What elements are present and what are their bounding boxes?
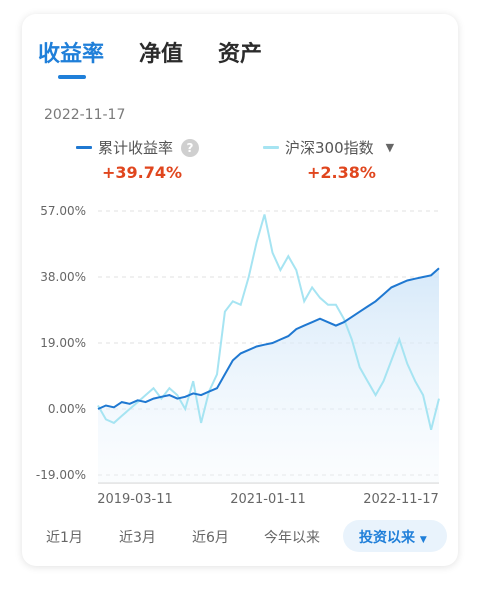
caret-down-icon[interactable]: ▼	[385, 141, 395, 154]
legend-index-swatch	[263, 146, 279, 149]
range-3m[interactable]: 近3月	[119, 530, 156, 546]
legend-fund: 累计收益率 ?	[76, 137, 200, 158]
tab-yield[interactable]: 收益率	[38, 42, 105, 67]
range-1m[interactable]: 近1月	[46, 530, 83, 546]
legend-fund-swatch	[76, 146, 92, 149]
tab-assets[interactable]: 资产	[218, 42, 263, 67]
range-6m[interactable]: 近6月	[192, 530, 229, 546]
tab-nav[interactable]: 净值	[139, 42, 184, 67]
chart-date: 2022-11-17	[44, 107, 126, 123]
legend-index[interactable]: 沪深300指数 ▼	[263, 137, 394, 158]
index-return-value: +2.38%	[307, 163, 376, 182]
range-ytd[interactable]: 今年以来	[264, 530, 320, 546]
question-icon[interactable]: ?	[181, 138, 200, 157]
legend-fund-label: 累计收益率	[98, 139, 174, 157]
fund-return-value: +39.74%	[102, 163, 183, 182]
active-tab-indicator	[58, 75, 86, 79]
range-since-invest[interactable]: 投资以来 ▼	[359, 527, 427, 547]
caret-down-icon: ▼	[419, 535, 427, 545]
fund-card	[22, 14, 458, 566]
range-since-invest-label: 投资以来	[359, 530, 415, 546]
legend-index-label: 沪深300指数	[285, 139, 374, 157]
range-active-pill	[343, 520, 447, 552]
